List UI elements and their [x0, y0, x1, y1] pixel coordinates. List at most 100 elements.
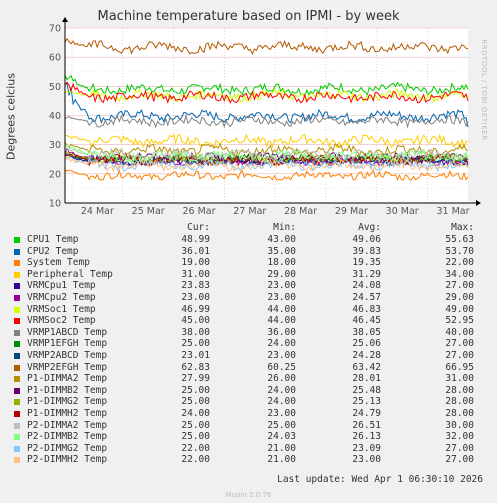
- legend-header-avg: Avg:: [358, 222, 381, 233]
- series-min: 23.00: [267, 292, 296, 303]
- y-tick-label: 70: [49, 24, 61, 35]
- legend-swatch: [14, 237, 20, 243]
- legend-header-cur: Cur:: [187, 222, 210, 233]
- legend-swatch: [14, 399, 20, 406]
- munin-version: Munin 2.0.76: [225, 491, 272, 499]
- series-avg: 46.83: [352, 303, 381, 315]
- series-min: 18.00: [267, 257, 296, 269]
- series-avg: 26.51: [352, 419, 381, 431]
- legend-row: VRMCpu2 Temp 23.00 23.00 24.57 29.00: [0, 292, 497, 304]
- legend-row: P2-DIMMG2 Temp 22.00 21.00 23.09 27.00: [0, 443, 497, 455]
- series-max: 28.00: [445, 396, 474, 408]
- series-max: 34.00: [445, 268, 474, 280]
- legend-swatch: [14, 422, 20, 429]
- series-avg: 31.29: [352, 268, 381, 280]
- legend-row: VRMCpu1 Temp 23.83 23.00 24.08 27.00: [0, 280, 497, 292]
- series-avg: 19.35: [352, 257, 381, 269]
- legend-row: VRMP2EFGH Temp 62.83 60.25 63.42 66.95: [0, 362, 497, 374]
- series-min: 23.00: [267, 408, 296, 419]
- series-cur: 25.00: [181, 384, 210, 396]
- legend-swatch: [14, 329, 20, 336]
- series-cur: 48.99: [181, 234, 210, 245]
- series-avg: 24.79: [352, 408, 381, 419]
- series-name: CPU2 Temp: [27, 245, 79, 257]
- series-name: P1-DIMMB2 Temp: [27, 384, 108, 396]
- series-cur: 24.00: [181, 408, 210, 419]
- series-cur: 25.00: [181, 338, 210, 350]
- series-min: 21.00: [267, 442, 296, 454]
- chart-title: Machine temperature based on IPMI - by w…: [97, 9, 400, 24]
- series-avg: 24.08: [352, 280, 381, 292]
- series-cur: 23.83: [181, 280, 210, 292]
- series-avg: 39.83: [352, 245, 381, 257]
- last-update: Last update: Wed Apr 1 06:30:10 2026: [277, 474, 483, 485]
- series-max: 52.95: [445, 315, 474, 327]
- series-name: P2-DIMMA2 Temp: [27, 419, 108, 431]
- series-line: [64, 88, 469, 104]
- series-name: VRMP1EFGH Temp: [27, 338, 108, 350]
- x-axis-arrow: [476, 200, 481, 206]
- series-name: VRMP2EFGH Temp: [27, 361, 108, 373]
- legend-swatch: [14, 271, 20, 278]
- series-avg: 26.13: [352, 431, 381, 443]
- series-cur: 25.00: [181, 419, 210, 431]
- series-avg: 46.45: [352, 315, 381, 327]
- series-avg: 25.13: [352, 396, 381, 408]
- series-cur: 25.00: [181, 431, 210, 443]
- legend-swatch: [14, 411, 20, 417]
- legend-row: CPU1 Temp 48.99 43.00 49.06 55.63: [0, 234, 497, 246]
- series-max: 28.00: [445, 408, 474, 419]
- series-min: 24.00: [267, 396, 296, 408]
- series-name: P1-DIMMA2 Temp: [27, 373, 108, 385]
- legend-row: VRMSoc2 Temp 45.00 44.00 46.45 52.95: [0, 315, 497, 327]
- series-name: VRMCpu1 Temp: [27, 280, 96, 292]
- legend-swatch: [14, 295, 20, 301]
- series-avg: 25.06: [352, 338, 381, 350]
- legend-swatch: [14, 306, 20, 313]
- y-tick-label: 60: [49, 53, 61, 64]
- legend-swatch: [14, 376, 20, 383]
- series-line: [64, 155, 469, 173]
- y-axis-arrow: [62, 17, 68, 22]
- legend-row: CPU2 Temp 36.01 35.00 39.83 53.70: [0, 246, 497, 258]
- series-max: 30.00: [445, 419, 474, 431]
- legend-row: VRMP1ABCD Temp 38.00 36.00 38.05 40.00: [0, 327, 497, 339]
- series-cur: 23.00: [181, 292, 210, 303]
- series-cur: 19.00: [181, 257, 210, 269]
- legend-row: System Temp 19.00 18.00 19.35 22.00: [0, 257, 497, 269]
- legend-header-min: Min:: [273, 222, 296, 233]
- series-avg: 24.28: [352, 350, 381, 361]
- legend-row: VRMP2ABCD Temp 23.01 23.00 24.28 27.00: [0, 350, 497, 362]
- series-max: 49.00: [445, 303, 474, 315]
- series-max: 53.70: [445, 245, 474, 257]
- series-avg: 23.00: [352, 454, 381, 466]
- series-avg: 25.48: [352, 384, 381, 396]
- legend-row: P1-DIMMH2 Temp 24.00 23.00 24.79 28.00: [0, 408, 497, 420]
- legend-row: VRMP1EFGH Temp 25.00 24.00 25.06 27.00: [0, 338, 497, 350]
- x-tick-label: 31 Mar: [436, 206, 469, 217]
- series-cur: 31.00: [181, 268, 210, 280]
- series-cur: 62.83: [181, 361, 210, 373]
- x-tick-label: 30 Mar: [386, 206, 419, 217]
- series-cur: 46.99: [181, 303, 210, 315]
- series-name: CPU1 Temp: [27, 234, 79, 245]
- series-avg: 28.01: [352, 373, 381, 385]
- x-tick-label: 24 Mar: [81, 206, 114, 217]
- legend-row: P1-DIMMA2 Temp 27.99 26.00 28.01 31.00: [0, 373, 497, 385]
- series-min: 43.00: [267, 234, 296, 245]
- series-min: 23.00: [267, 350, 296, 361]
- series-max: 27.00: [445, 350, 474, 361]
- series-name: Peripheral Temp: [27, 268, 113, 280]
- legend-swatch: [14, 445, 20, 452]
- series-cur: 38.00: [181, 326, 210, 338]
- legend-row: VRMSoc1 Temp 46.99 44.00 46.83 49.00: [0, 304, 497, 316]
- series-name: P1-DIMMG2 Temp: [27, 396, 108, 408]
- series-min: 35.00: [267, 245, 296, 257]
- series-name: VRMCpu2 Temp: [27, 292, 96, 303]
- series-max: 22.00: [445, 257, 474, 269]
- series-name: VRMSoc2 Temp: [27, 315, 96, 327]
- series-max: 28.00: [445, 384, 474, 396]
- legend-swatch: [14, 260, 20, 267]
- x-tick-label: 25 Mar: [132, 206, 165, 217]
- series-max: 32.00: [445, 431, 474, 443]
